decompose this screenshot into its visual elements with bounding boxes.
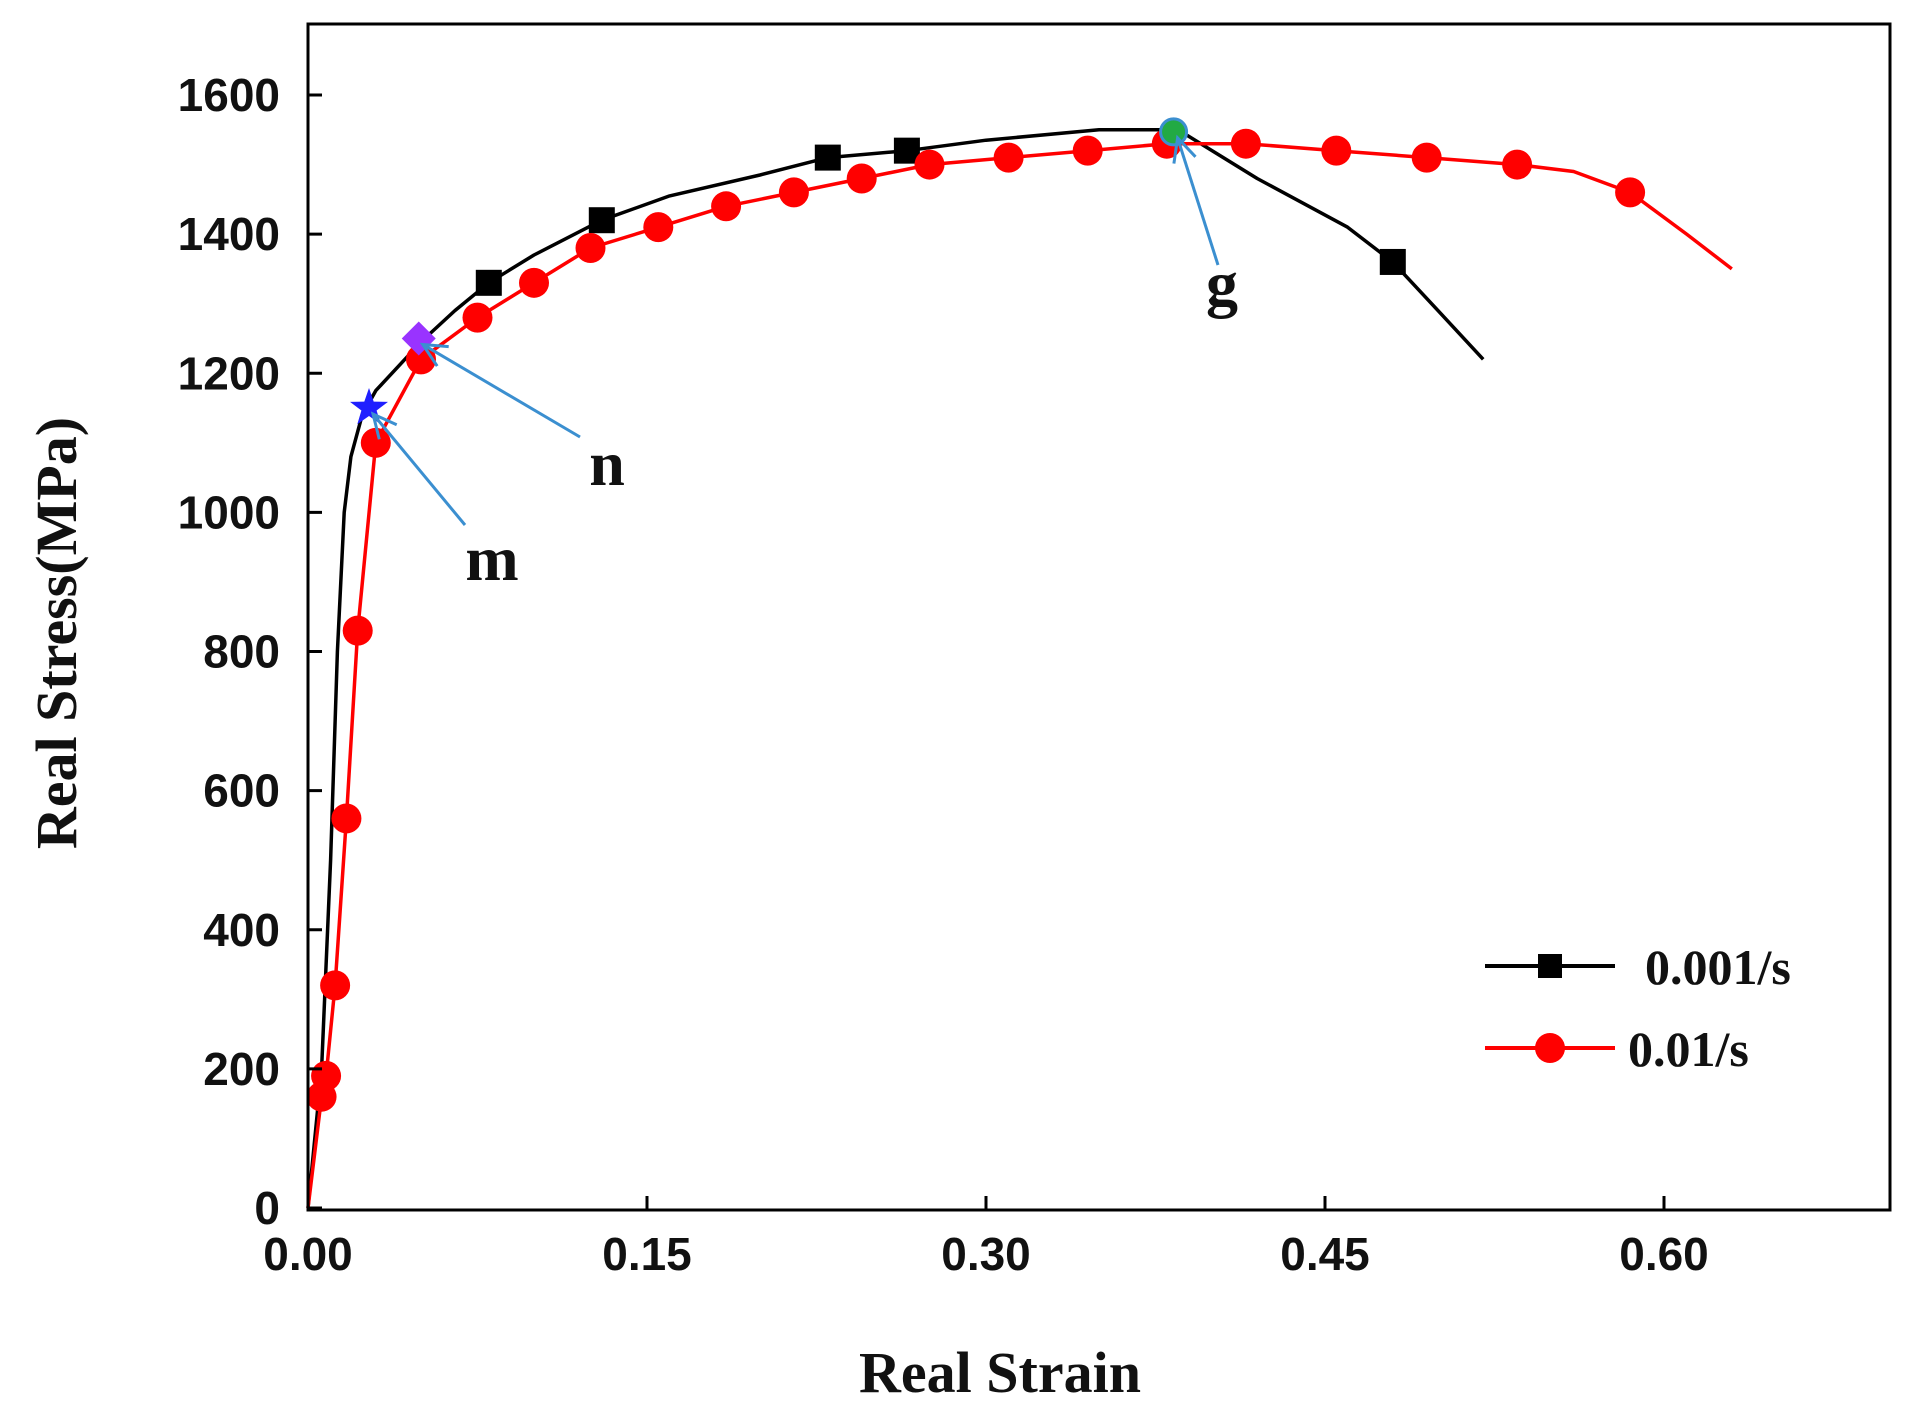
annotation-arrow-shaft (1176, 137, 1220, 266)
x-axis-title: Real Strain (859, 1340, 1141, 1405)
legend-label-001: 0.01/s (1628, 1021, 1749, 1077)
x-tick-label: 0.30 (941, 1228, 1031, 1280)
annotation-arrow-head (419, 342, 449, 367)
data-point-circle (1615, 177, 1646, 208)
legend-marker-0001 (1538, 954, 1562, 978)
data-point-circle (914, 149, 945, 180)
annotation-arrow-head (370, 411, 398, 440)
y-tick-label: 400 (203, 904, 280, 956)
y-tick-label: 1200 (178, 347, 280, 399)
x-tick-label: 0.15 (602, 1228, 692, 1280)
data-point-circle (331, 803, 362, 834)
annotation-label-n: n (589, 428, 625, 499)
data-point-circle (778, 177, 809, 208)
data-point-circle (1072, 135, 1103, 166)
data-point-circle (575, 233, 606, 264)
annotations: mn g (350, 117, 1238, 594)
annotation-arrow-shaft (421, 343, 581, 439)
axis-ticks: 0.00 0.15 0.30 0.45 0.60 0 200 400 600 800 1000 120… (178, 69, 1709, 1280)
x-tick-label: 0.45 (1280, 1228, 1370, 1280)
data-point-square (814, 144, 841, 171)
data-point-square (588, 207, 615, 234)
annotation-marker-circle (1159, 117, 1189, 147)
x-tick-label: 0.60 (1619, 1228, 1709, 1280)
annotation-arrow-shaft (371, 413, 467, 526)
data-point-circle (320, 970, 351, 1001)
legend-marker-001 (1535, 1033, 1565, 1063)
data-point-circle (711, 191, 742, 222)
data-point-circle (342, 615, 373, 646)
data-point-square (1379, 248, 1406, 275)
y-tick-label: 800 (203, 626, 280, 678)
data-point-circle (1230, 128, 1261, 159)
data-point-square (475, 269, 502, 296)
series-line-0001 (306, 128, 1485, 1209)
annotation-marker-star (350, 388, 388, 425)
data-point-circle (993, 142, 1024, 173)
y-tick-label: 200 (203, 1043, 280, 1095)
y-tick-label: 1000 (178, 486, 280, 538)
y-tick-label: 600 (203, 765, 280, 817)
data-point-circle (1502, 149, 1533, 180)
annotation-label-g: g (1206, 248, 1238, 319)
y-tick-label: 1600 (178, 69, 280, 121)
data-point-circle (643, 212, 674, 243)
plot-frame (306, 22, 1892, 1212)
y-axis-title: Real Stress(MPa) (24, 417, 89, 849)
legend: 0.001/s 0.01/s (1485, 939, 1791, 1077)
data-point-circle (360, 427, 391, 458)
data-point-circle (519, 267, 549, 298)
y-tick-label: 0 (254, 1182, 280, 1234)
data-point-circle (846, 163, 877, 194)
annotation-arrow-head (1172, 134, 1197, 164)
data-point-circle (1321, 135, 1352, 166)
y-tick-label: 1400 (178, 208, 280, 260)
data-point-circle (1411, 142, 1442, 173)
data-point-circle (311, 1060, 342, 1091)
annotation-label-m: m (465, 523, 518, 594)
data-point-circle (462, 302, 493, 333)
legend-label-0001: 0.001/s (1645, 939, 1791, 995)
x-tick-label: 0.00 (263, 1228, 353, 1280)
